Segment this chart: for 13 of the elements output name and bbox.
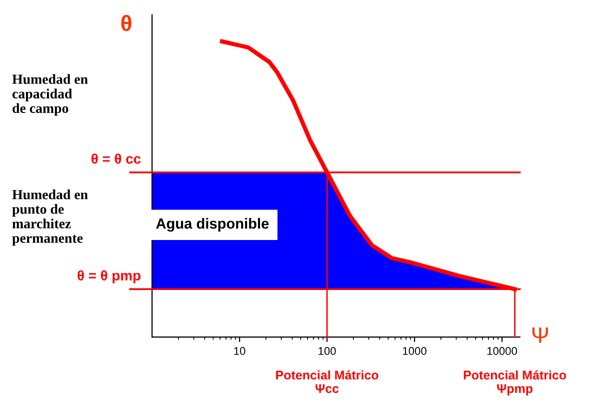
x-axis-title: Ψ [532, 327, 548, 343]
text: Humedad en capacidad de campo [12, 74, 88, 116]
text: Humedad en punto de marchitez permanente [12, 190, 88, 246]
ref-line-label: θ = θ pmp [78, 270, 140, 284]
x-tick-label: 10 [234, 347, 246, 355]
x-tick-label: 10000 [487, 347, 518, 355]
ref-line-label: θ = θ cc [91, 154, 141, 164]
ref-line-label: Potencial Mátrico Ψpmp [464, 370, 566, 396]
annotation: Agua disponible [156, 218, 269, 232]
x-tick-label: 100 [318, 347, 336, 355]
x-tick-label: 1000 [403, 347, 426, 355]
ref-line-label: Potencial Mátrico Ψcc [276, 370, 378, 393]
y-axis-title: θ [121, 14, 132, 32]
